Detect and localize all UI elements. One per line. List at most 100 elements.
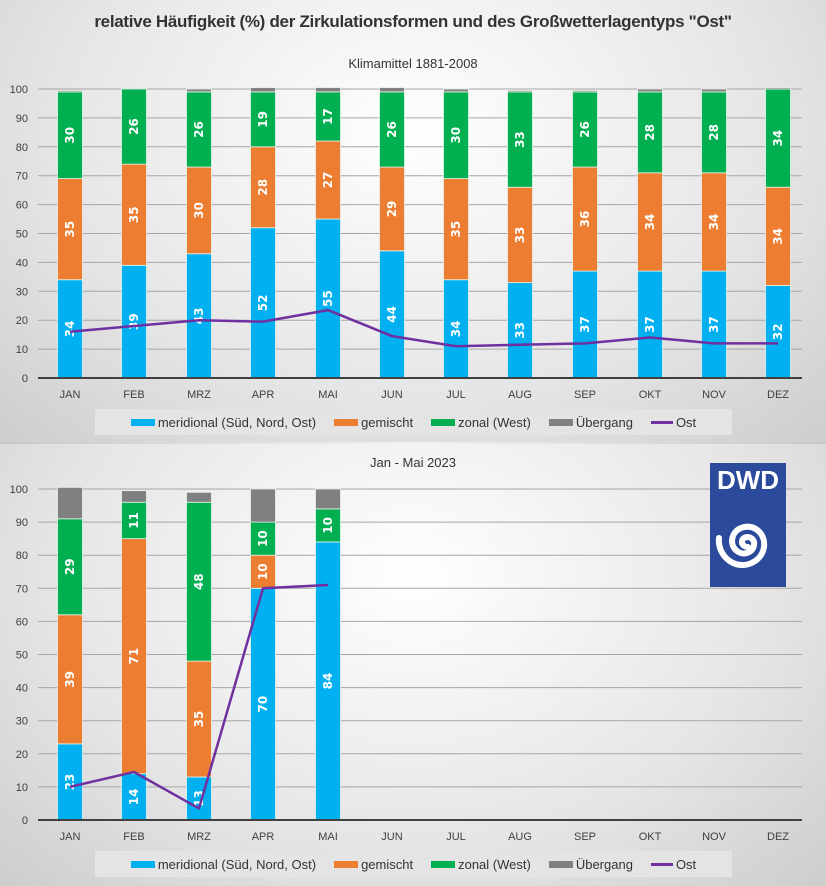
bar-zonal <box>186 91 212 168</box>
bar-meridional <box>701 270 727 379</box>
y-tick-label: 80 <box>16 550 28 562</box>
x-tick-label: APR <box>252 831 275 843</box>
data-label: 17 <box>321 108 335 125</box>
data-label: 35 <box>449 221 463 238</box>
legend-swatch-gemischt <box>334 860 359 868</box>
chart-plot-klimamittel: 0102030405060708090100343530393526433026… <box>10 84 802 401</box>
bar-gemischt <box>121 538 147 775</box>
data-label: 26 <box>127 118 141 135</box>
bar-uebergang <box>121 490 147 503</box>
y-tick-label: 10 <box>16 344 28 356</box>
line-ost <box>69 308 778 348</box>
data-label: 26 <box>385 121 399 138</box>
x-tick-label: NOV <box>702 389 727 401</box>
bar-gemischt <box>701 172 727 272</box>
x-tick-label: JAN <box>60 831 81 843</box>
legend-item-zonal: zonal (West) <box>431 857 531 872</box>
y-tick-label: 90 <box>16 113 28 125</box>
bar-gemischt <box>57 614 83 745</box>
legend-swatch-uebergang <box>548 418 573 426</box>
data-label: 28 <box>643 124 657 141</box>
bar-uebergang <box>443 88 469 93</box>
data-label: 27 <box>321 172 335 189</box>
data-label: 44 <box>385 306 399 323</box>
data-label: 29 <box>385 201 399 218</box>
legend-swatch-ost <box>650 862 673 866</box>
bar-zonal <box>186 501 212 662</box>
legend-label: zonal (West) <box>458 414 531 430</box>
legend-item-meridional: meridional (Süd, Nord, Ost) <box>130 856 317 872</box>
bar-uebergang <box>315 87 341 93</box>
x-tick-label: SEP <box>574 831 596 843</box>
legend-item-ost: Ost <box>650 856 697 872</box>
data-label: 48 <box>192 573 206 590</box>
data-label: 34 <box>707 214 721 231</box>
bar-gemischt <box>186 660 212 778</box>
chart-plot-2023: 0102030405060708090100233929147111133548… <box>10 484 802 843</box>
data-label: 30 <box>449 127 463 144</box>
logo-text: DWD <box>716 465 780 495</box>
data-label: 30 <box>63 127 77 144</box>
legend-item-meridional: meridional (Süd, Nord, Ost) <box>130 415 316 430</box>
bar-zonal <box>572 91 598 168</box>
bar-gemischt <box>121 163 147 266</box>
data-label: 10 <box>321 517 335 534</box>
bar-gemischt <box>186 166 212 255</box>
bar-uebergang <box>315 488 341 510</box>
bar-zonal <box>443 91 469 179</box>
data-label: 34 <box>771 130 785 147</box>
y-tick-label: 50 <box>16 229 28 241</box>
legend-item-gemischt: gemischt <box>334 857 413 872</box>
data-label: 23 <box>63 774 77 791</box>
data-label: 32 <box>771 323 785 340</box>
data-label: 11 <box>127 512 141 529</box>
legend-item-gemischt: gemischt <box>334 415 413 430</box>
y-tick-label: 60 <box>16 616 28 628</box>
bar-zonal <box>57 91 83 179</box>
x-tick-label: JUL <box>446 389 466 401</box>
x-tick-label: DEZ <box>767 831 789 843</box>
data-label: 37 <box>643 316 657 333</box>
bar-zonal <box>379 91 405 168</box>
y-tick-label: 100 <box>10 484 28 496</box>
data-label: 34 <box>449 321 463 338</box>
data-label: 33 <box>513 131 527 148</box>
bar-gemischt <box>507 186 533 284</box>
legend-item-ost: Ost <box>650 415 696 430</box>
legend-label: zonal (West) <box>458 856 531 872</box>
chart-panel-2023: Jan - Mai 2023 0 10 20 30 40 50 60 70 80 90 100 23 3… <box>0 444 826 886</box>
y-tick-label: 70 <box>16 583 28 595</box>
bar-uebergang <box>637 88 663 93</box>
data-label: 52 <box>256 295 270 312</box>
data-label: 36 <box>578 211 592 228</box>
y-tick-label: 30 <box>16 286 28 298</box>
y-tick-label: 50 <box>16 650 28 662</box>
bar-gemischt <box>572 166 598 272</box>
bar-zonal <box>121 88 147 165</box>
bar-zonal <box>57 518 83 616</box>
data-label: 14 <box>127 788 141 805</box>
x-tick-label: NOV <box>702 831 727 843</box>
data-label: 26 <box>578 121 592 138</box>
data-label: 19 <box>256 111 270 128</box>
dwd-logo: DWD <box>710 463 786 587</box>
legend-item-uebergang: Übergang <box>548 857 633 872</box>
x-tick-label: OKT <box>639 831 662 843</box>
y-tick-label: 30 <box>16 716 28 728</box>
data-label: 34 <box>643 214 657 231</box>
data-label: 35 <box>127 206 141 223</box>
y-tick-label: 40 <box>16 683 28 695</box>
legend-label: Ost <box>675 856 697 872</box>
y-tick-label: 40 <box>16 257 28 269</box>
bar-uebergang <box>57 486 83 520</box>
legend-swatch-zonal <box>431 860 456 868</box>
bar-uebergang <box>250 488 276 523</box>
data-label: 37 <box>578 316 592 333</box>
x-tick-label: AUG <box>508 389 532 401</box>
bar-zonal <box>250 521 276 556</box>
legend-label: meridional (Süd, Nord, Ost) <box>157 856 317 872</box>
bar-meridional <box>57 743 83 821</box>
x-tick-label: JAN <box>60 389 81 401</box>
data-label: 28 <box>707 124 721 141</box>
